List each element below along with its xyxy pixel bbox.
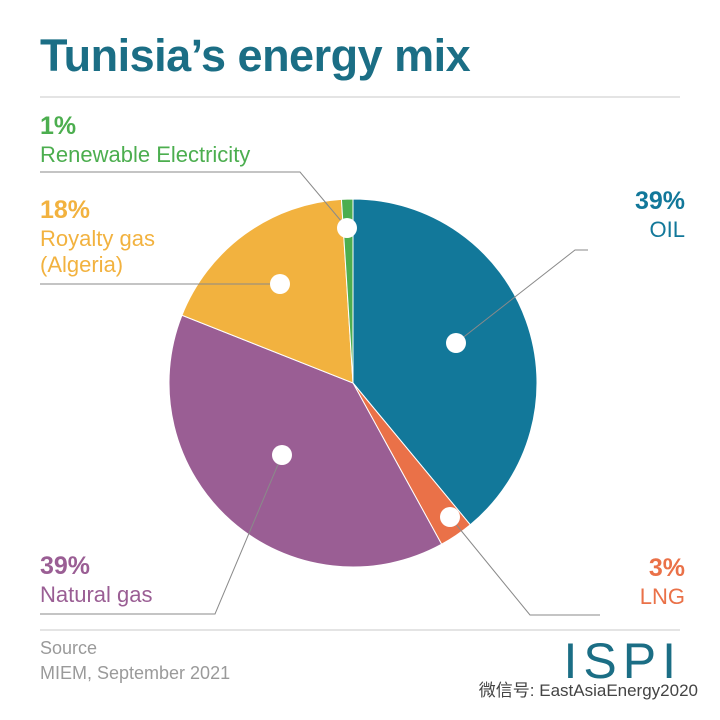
pie-slice xyxy=(352,198,538,526)
pie-slice xyxy=(340,198,354,384)
source-label: Source xyxy=(40,638,98,658)
logo: ISPI xyxy=(563,633,682,689)
pie-slice xyxy=(181,198,354,384)
watermark: 微信号: EastAsiaEnergy2020 xyxy=(478,681,698,700)
leader-dot xyxy=(446,333,466,353)
leader-line xyxy=(40,171,348,229)
leader-line xyxy=(455,249,588,344)
source: MIEM, September 2021 xyxy=(40,663,231,683)
leader-line xyxy=(449,516,600,616)
category-label: OIL xyxy=(649,217,685,242)
value-label: 18% xyxy=(40,196,91,224)
category-label: Renewable Electricity xyxy=(40,142,251,167)
category-label: Royalty gas (Algeria) xyxy=(40,226,155,277)
value-label: 1% xyxy=(40,112,77,140)
value-label: 39% xyxy=(634,187,685,215)
pie-slice xyxy=(168,314,443,568)
value-label: 39% xyxy=(40,552,91,580)
leader-dot xyxy=(270,274,290,294)
leader-line xyxy=(40,454,283,615)
category-label: LNG xyxy=(639,584,685,609)
leader-dot xyxy=(440,507,460,527)
value-label: 3% xyxy=(648,554,685,582)
category-label: Natural gas xyxy=(40,582,153,607)
leader-dot xyxy=(272,445,292,465)
leader-dot xyxy=(337,218,357,238)
chart-title: Tunisia’s energy mix xyxy=(40,30,471,81)
